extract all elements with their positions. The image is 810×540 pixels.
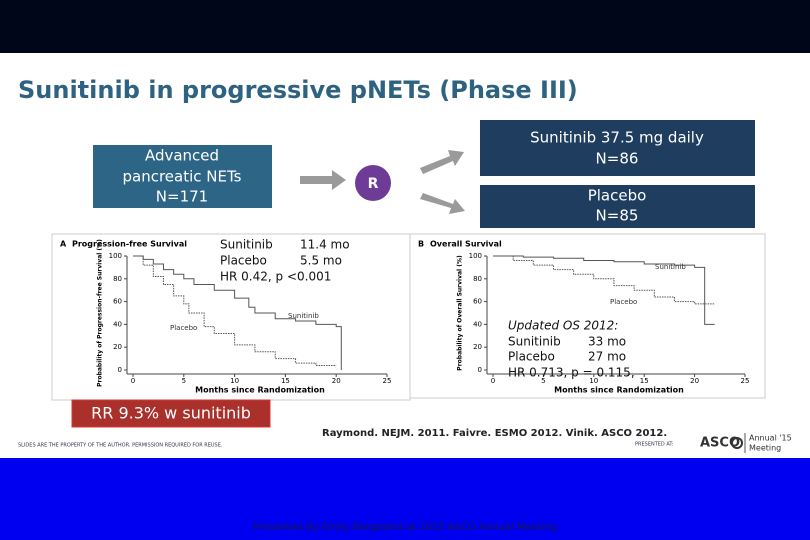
top-bar [0, 0, 810, 53]
enrolment-text: N=171 [156, 188, 208, 206]
presented-at: PRESENTED AT: [635, 442, 674, 448]
x-tick-label: 20 [332, 377, 341, 385]
panel-letter: A [60, 240, 67, 249]
y-tick-label: 40 [113, 320, 122, 328]
x-axis-label: Months since Randomization [554, 386, 684, 395]
logo: ASCO [700, 436, 740, 451]
logo-mark [731, 437, 743, 449]
bottom-bar [0, 458, 810, 540]
x-tick-label: 0 [131, 377, 135, 385]
meeting: Meeting [749, 444, 781, 453]
randomize-circle [355, 165, 391, 201]
response-text: RR 9.3% w sunitinib [91, 404, 251, 423]
enrolment-text: Advanced [145, 147, 219, 165]
y-tick-label: 0 [118, 366, 122, 374]
enrolment-box [93, 145, 272, 208]
y-tick-label: 0 [478, 366, 482, 374]
y-tick-label: 100 [109, 252, 122, 260]
arrows [300, 150, 465, 214]
survival-curve [133, 255, 337, 366]
x-tick-label: 15 [640, 377, 649, 385]
annotation: Sunitinib [508, 335, 561, 349]
arm-text: N=85 [596, 207, 639, 225]
curve-label: Placebo [170, 324, 197, 332]
annotation: Sunitinib [220, 238, 273, 252]
x-tick-label: 5 [182, 377, 186, 385]
y-tick-label: 80 [113, 275, 122, 283]
annotation: 27 mo [588, 350, 626, 364]
y-tick-label: 40 [473, 320, 482, 328]
citation: Raymond. NEJM. 2011. Faivre. ESMO 2012. … [322, 428, 667, 439]
arm-text: Sunitinib 37.5 mg daily [530, 129, 704, 147]
survival-curve [133, 255, 342, 370]
meeting: Annual '15 [749, 434, 792, 443]
x-tick-label: 10 [589, 377, 598, 385]
x-tick-label: 25 [741, 377, 750, 385]
y-axis-label: Probability of Overall Survival (%) [457, 255, 464, 371]
y-tick-label: 60 [473, 298, 482, 306]
x-tick-label: 5 [541, 377, 545, 385]
panel-title: Progression-free Survival [72, 240, 187, 249]
annotation: HR 0.713, p = 0.115, [508, 366, 635, 380]
annotation: 11.4 mo [300, 238, 350, 252]
panel-letter: B [418, 240, 424, 249]
survival-curve [493, 255, 715, 305]
enrolment-text: pancreatic NETs [123, 168, 242, 186]
y-tick-label: 60 [113, 298, 122, 306]
annotation: Placebo [220, 254, 267, 268]
panel-title: Overall Survival [430, 240, 502, 249]
y-tick-label: 20 [473, 343, 482, 351]
annotation: Updated OS 2012: [508, 319, 618, 333]
annotation: Placebo [508, 350, 555, 364]
y-axis-label: Probability of Progression-free Survival… [97, 239, 104, 387]
curve-label: Sunitinib [288, 312, 319, 320]
annotation: 33 mo [588, 335, 626, 349]
survival-curve [493, 255, 715, 325]
randomize-label: R [368, 176, 379, 192]
x-tick-label: 10 [230, 377, 239, 385]
arm-box [480, 185, 755, 228]
x-tick-label: 20 [690, 377, 699, 385]
x-tick-label: 25 [383, 377, 392, 385]
arm-text: N=86 [596, 150, 639, 168]
y-tick-label: 20 [113, 343, 122, 351]
title: Sunitinib in progressive pNETs (Phase II… [18, 76, 578, 104]
footer: Presented By Emily Bergsland at 2015 ASC… [253, 522, 557, 533]
annotation: HR 0.42, p <0.001 [220, 270, 331, 284]
disclaimer: SLIDES ARE THE PROPERTY OF THE AUTHOR. P… [18, 443, 223, 449]
annotation: 5.5 mo [300, 254, 342, 268]
curve-label: Placebo [610, 298, 637, 306]
x-tick-label: 15 [281, 377, 290, 385]
x-axis-label: Months since Randomization [195, 386, 325, 395]
arm-box [480, 120, 755, 176]
response-box [71, 399, 271, 428]
panel-frame [51, 233, 411, 401]
y-tick-label: 100 [469, 252, 482, 260]
y-tick-label: 80 [473, 275, 482, 283]
curve-label: Sunitinib [655, 263, 686, 271]
arm-text: Placebo [588, 187, 647, 205]
x-tick-label: 0 [491, 377, 495, 385]
panel-frame [409, 233, 766, 399]
